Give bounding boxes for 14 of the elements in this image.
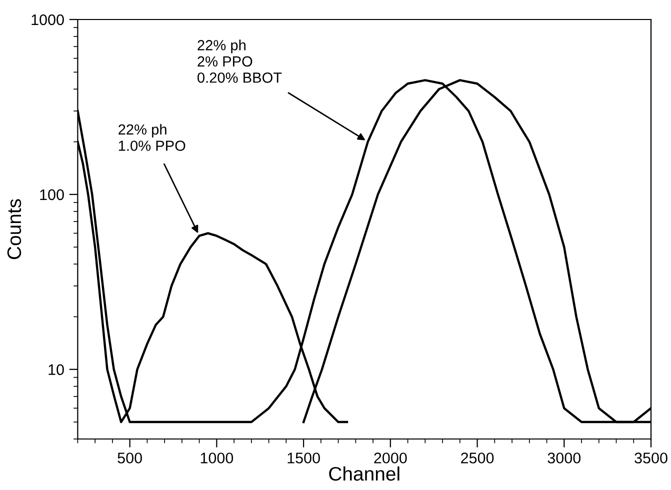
y-axis-title: Counts [7, 199, 22, 260]
x-tick-label: 2500 [461, 452, 494, 464]
x-tick-label: 2000 [374, 452, 407, 464]
x-tick-label: 3500 [634, 452, 668, 464]
x-tick-label: 1000 [200, 452, 234, 464]
y-tick-label: 100 [40, 189, 64, 200]
y-tick-label: 10 [48, 364, 64, 376]
x-tick-label: 3000 [548, 452, 581, 464]
x-axis-title: Channel [329, 466, 400, 481]
x-tick-label: 500 [118, 452, 142, 464]
annotation: 22% ph 1.0% PPO [118, 124, 186, 151]
y-tick-label: 1000 [32, 14, 64, 26]
annotation: 22% ph 2% PPO 0.20% BBOT [198, 40, 282, 83]
x-tick-label: 1500 [288, 452, 320, 464]
